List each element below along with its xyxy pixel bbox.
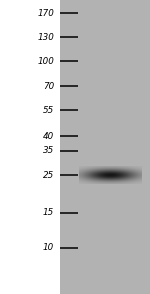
Text: 70: 70	[43, 82, 54, 91]
Text: 10: 10	[43, 243, 54, 252]
Text: 130: 130	[37, 33, 54, 42]
Bar	[0, 0, 60, 294]
Bar	[60, 0, 150, 294]
Text: 170: 170	[37, 9, 54, 18]
Text: 55: 55	[43, 106, 54, 115]
Text: 100: 100	[37, 57, 54, 66]
Text: 15: 15	[43, 208, 54, 217]
Text: 25: 25	[43, 171, 54, 180]
Text: 40: 40	[43, 132, 54, 141]
Text: 35: 35	[43, 146, 54, 155]
